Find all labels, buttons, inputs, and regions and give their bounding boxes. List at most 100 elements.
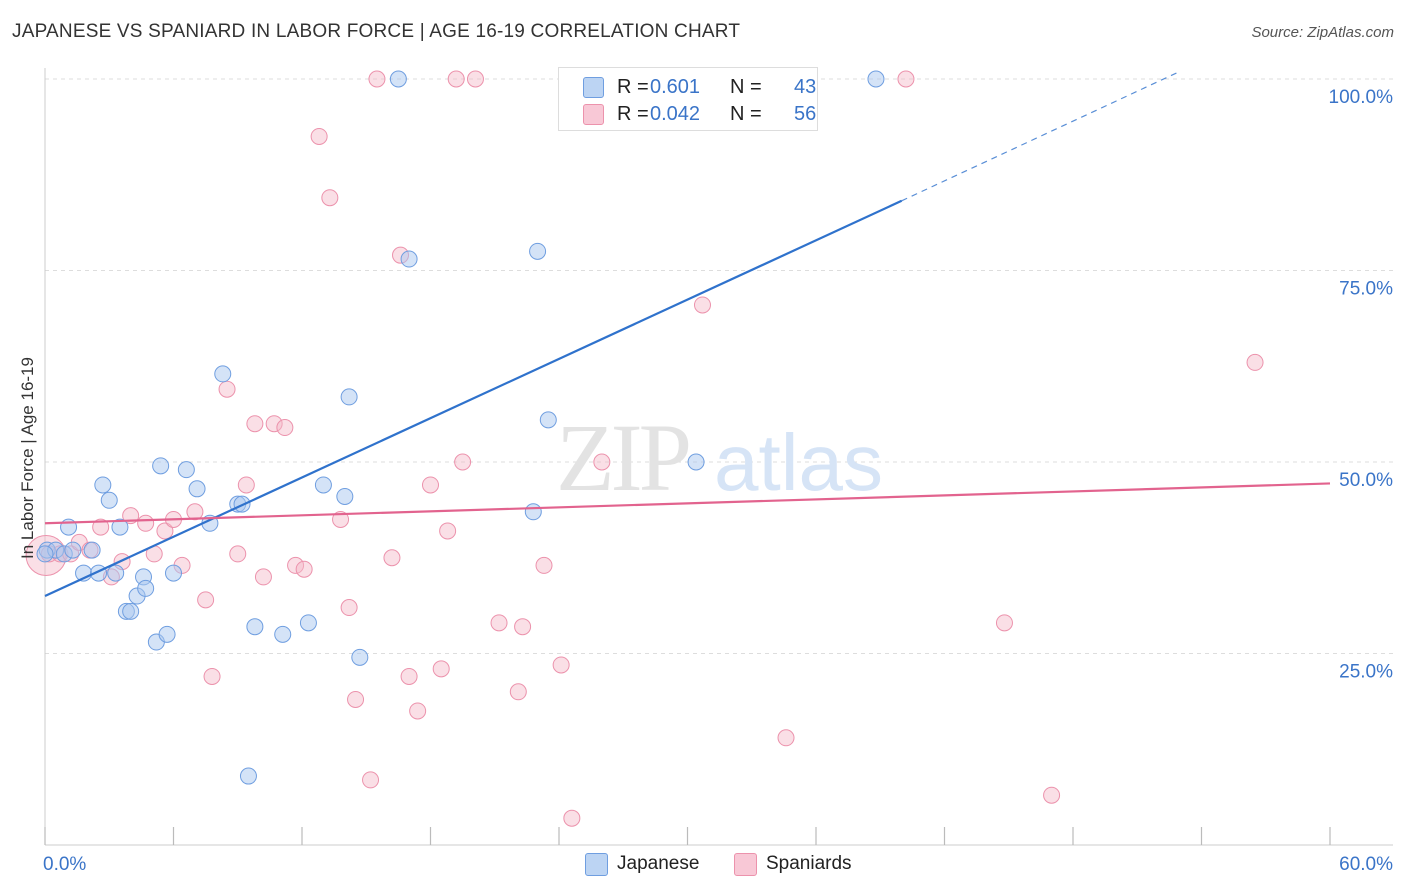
spaniards-point bbox=[321, 189, 339, 207]
spaniards-point bbox=[593, 453, 611, 471]
japanese-swatch bbox=[583, 77, 604, 98]
japanese-point bbox=[340, 388, 358, 406]
spaniards-point bbox=[1246, 353, 1264, 371]
japanese-point bbox=[111, 518, 129, 536]
spaniards-point bbox=[295, 560, 313, 578]
spaniards-trend-line bbox=[44, 482, 1331, 525]
spaniards-point bbox=[552, 656, 570, 674]
japanese-point bbox=[539, 411, 557, 429]
spaniards-point bbox=[137, 514, 155, 532]
spaniards-point bbox=[509, 683, 527, 701]
japanese-point bbox=[239, 767, 257, 785]
japanese-point bbox=[94, 476, 112, 494]
data-points bbox=[25, 70, 1264, 827]
spaniards-point bbox=[777, 729, 795, 747]
japanese-legend-label: Japanese bbox=[617, 853, 700, 874]
japanese-n-label: N = bbox=[730, 76, 762, 98]
spaniards-swatch bbox=[583, 104, 604, 125]
grid-lines bbox=[45, 78, 1393, 654]
spaniards-point bbox=[362, 771, 380, 789]
spaniards-point bbox=[287, 556, 305, 574]
spaniards-point bbox=[229, 545, 247, 563]
japanese-point bbox=[64, 541, 82, 559]
spaniards-point bbox=[254, 568, 272, 586]
japanese-point bbox=[152, 457, 170, 475]
spaniards-point bbox=[535, 556, 553, 574]
japanese-point bbox=[158, 625, 176, 643]
y-axis-label: In Labor Force | Age 16-19 bbox=[18, 357, 37, 559]
correlation-legend: R = 0.601 N = 43 R = 0.042 N = 56 bbox=[558, 67, 818, 131]
y-tick-label: 25.0% bbox=[1339, 662, 1393, 683]
japanese-point bbox=[351, 648, 369, 666]
japanese-point bbox=[83, 541, 101, 559]
spaniards-point bbox=[409, 702, 427, 720]
spaniards-point bbox=[310, 127, 328, 145]
japanese-point bbox=[246, 618, 264, 636]
chart-title: JAPANESE VS SPANIARD IN LABOR FORCE | AG… bbox=[12, 21, 741, 42]
spaniards-point bbox=[995, 614, 1013, 632]
spaniards-point bbox=[432, 660, 450, 678]
x-tick-label: 0.0% bbox=[43, 854, 86, 875]
spaniards-point bbox=[563, 809, 581, 827]
spaniards-legend-swatch bbox=[734, 853, 757, 876]
japanese-trend-line bbox=[44, 199, 903, 598]
spaniards-point bbox=[92, 518, 110, 536]
x-tick-label: 60.0% bbox=[1339, 854, 1393, 875]
spaniards-point bbox=[197, 591, 215, 609]
spaniards-point bbox=[490, 614, 508, 632]
spaniards-point bbox=[383, 549, 401, 567]
spaniards-point bbox=[1043, 786, 1061, 804]
series-legend: Japanese Spaniards bbox=[0, 852, 1406, 878]
spaniards-point bbox=[514, 618, 532, 636]
japanese-point bbox=[400, 250, 418, 268]
japanese-point bbox=[274, 625, 292, 643]
spaniards-point bbox=[693, 296, 711, 314]
japanese-trend-extension bbox=[901, 70, 1181, 202]
spaniards-point bbox=[276, 419, 294, 437]
japanese-point bbox=[336, 487, 354, 505]
japanese-point bbox=[214, 365, 232, 383]
spaniards-point bbox=[237, 476, 255, 494]
japanese-point bbox=[177, 461, 195, 479]
japanese-point bbox=[687, 453, 705, 471]
y-tick-label: 75.0% bbox=[1339, 279, 1393, 300]
tick-labels: 100.0% 75.0% 50.0% 25.0% 0.0% 60.0% bbox=[43, 87, 1393, 875]
japanese-point bbox=[100, 491, 118, 509]
watermark-zip: ZIP bbox=[556, 404, 689, 511]
y-tick-label: 100.0% bbox=[1329, 87, 1394, 108]
watermark-atlas: atlas bbox=[714, 418, 883, 507]
spaniards-point bbox=[466, 70, 484, 88]
spaniards-r-label: R = bbox=[617, 103, 649, 125]
spaniards-point bbox=[332, 510, 350, 528]
spaniards-n-value: 56 bbox=[794, 103, 817, 125]
japanese-point bbox=[137, 579, 155, 597]
spaniards-point bbox=[203, 667, 221, 685]
spaniards-point bbox=[454, 453, 472, 471]
spaniards-point bbox=[186, 503, 204, 521]
spaniards-r-value: 0.042 bbox=[650, 103, 701, 125]
japanese-point bbox=[389, 70, 407, 88]
japanese-point bbox=[36, 545, 54, 563]
spaniards-point bbox=[422, 476, 439, 494]
japanese-point bbox=[299, 614, 317, 632]
spaniards-point bbox=[218, 380, 236, 398]
trend-lines bbox=[44, 70, 1331, 598]
japanese-point bbox=[165, 564, 182, 582]
spaniards-point bbox=[265, 415, 283, 433]
japanese-point bbox=[529, 242, 547, 260]
japanese-r-label: R = bbox=[617, 76, 649, 98]
japanese-n-value: 43 bbox=[794, 76, 817, 98]
watermark: ZIP atlas bbox=[556, 404, 883, 511]
japanese-point bbox=[107, 564, 125, 582]
axes bbox=[44, 68, 1393, 846]
spaniards-point bbox=[246, 415, 264, 433]
spaniards-point bbox=[156, 522, 174, 540]
spaniards-point bbox=[439, 522, 457, 540]
spaniards-point bbox=[368, 70, 386, 88]
spaniards-point bbox=[447, 70, 465, 88]
chart-source: Source: ZipAtlas.com bbox=[1251, 24, 1394, 41]
y-tick-label: 50.0% bbox=[1339, 470, 1393, 491]
japanese-point bbox=[867, 70, 885, 88]
japanese-point bbox=[314, 476, 332, 494]
